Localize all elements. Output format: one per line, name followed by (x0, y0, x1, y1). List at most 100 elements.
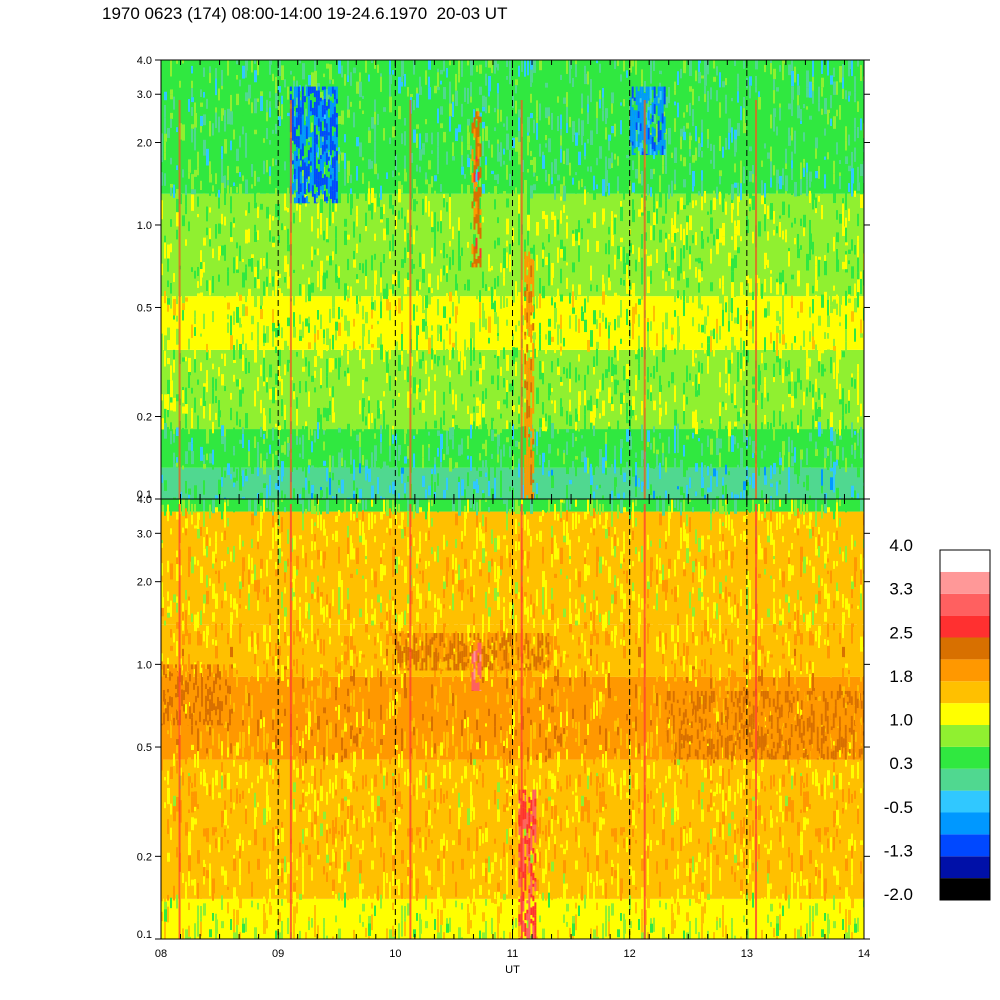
texture-streak (266, 382, 268, 393)
texture-streak (260, 117, 262, 125)
texture-streak (578, 79, 580, 90)
texture-streak (602, 195, 605, 209)
texture-streak (389, 342, 391, 360)
texture-streak (794, 217, 796, 224)
texture-streak (785, 376, 788, 384)
texture-streak (569, 315, 571, 329)
texture-streak (191, 189, 194, 195)
texture-streak (308, 323, 310, 333)
texture-streak (500, 156, 502, 167)
texture-streak (224, 122, 226, 132)
texture-streak (716, 318, 718, 334)
spectral-feature (293, 174, 296, 180)
texture-streak (683, 301, 685, 317)
texture-streak (647, 96, 649, 113)
texture-streak (296, 230, 298, 248)
texture-streak (233, 129, 235, 140)
texture-streak (500, 383, 502, 391)
texture-streak (365, 402, 367, 417)
texture-streak (785, 283, 787, 295)
texture-streak (857, 166, 859, 183)
texture-streak (590, 330, 593, 347)
texture-streak (203, 92, 205, 98)
texture-streak (479, 152, 481, 166)
texture-streak (779, 221, 781, 238)
texture-streak (851, 145, 854, 152)
texture-streak (263, 333, 266, 343)
spectral-feature (299, 149, 302, 161)
texture-streak (314, 342, 316, 353)
texture-streak (389, 84, 391, 97)
texture-streak (377, 400, 379, 409)
texture-streak (383, 346, 385, 363)
texture-streak (728, 373, 730, 390)
texture-streak (641, 347, 643, 357)
texture-streak (518, 204, 520, 214)
texture-streak (818, 165, 820, 179)
texture-streak (704, 237, 706, 248)
texture-streak (683, 131, 686, 141)
texture-streak (539, 454, 541, 466)
texture-streak (428, 447, 430, 461)
texture-streak (743, 490, 745, 499)
texture-streak (830, 118, 832, 127)
texture-streak (464, 60, 466, 69)
texture-streak (797, 95, 799, 106)
texture-streak (539, 395, 542, 403)
texture-streak (371, 343, 374, 348)
texture-streak (347, 160, 350, 176)
texture-streak (617, 420, 619, 438)
texture-streak (554, 227, 556, 237)
texture-streak (761, 352, 763, 364)
texture-streak (326, 345, 328, 352)
spectral-feature (297, 140, 300, 149)
texture-streak (632, 460, 635, 477)
texture-streak (779, 65, 781, 72)
texture-streak (230, 315, 232, 322)
texture-streak (170, 293, 172, 309)
texture-streak (614, 445, 616, 460)
texture-streak (737, 464, 739, 479)
texture-streak (308, 74, 311, 86)
texture-streak (359, 289, 361, 302)
texture-streak (296, 454, 298, 470)
texture-streak (851, 121, 854, 138)
texture-streak (740, 177, 742, 184)
texture-streak (182, 98, 185, 103)
texture-streak (377, 64, 379, 73)
texture-streak (365, 466, 368, 474)
spectral-feature (289, 86, 292, 92)
texture-streak (674, 184, 676, 191)
texture-streak (353, 341, 355, 349)
texture-streak (224, 139, 227, 154)
texture-streak (698, 130, 701, 138)
texture-streak (470, 322, 473, 339)
texture-streak (839, 383, 841, 400)
texture-streak (587, 84, 589, 96)
texture-streak (410, 244, 413, 255)
texture-streak (818, 315, 821, 326)
texture-streak (197, 266, 199, 277)
texture-streak (617, 216, 619, 227)
texture-streak (284, 210, 286, 227)
texture-streak (608, 325, 610, 339)
texture-streak (362, 210, 364, 224)
texture-streak (482, 106, 485, 112)
texture-streak (221, 425, 224, 436)
texture-streak (701, 157, 704, 171)
texture-streak (515, 100, 517, 114)
texture-streak (356, 212, 358, 216)
texture-streak (596, 319, 598, 329)
texture-streak (263, 408, 265, 416)
texture-streak (602, 304, 604, 313)
texture-streak (320, 442, 322, 454)
texture-streak (563, 185, 566, 202)
texture-streak (821, 485, 823, 494)
texture-streak (392, 434, 394, 444)
texture-streak (821, 214, 823, 220)
texture-streak (410, 356, 413, 367)
texture-streak (722, 124, 724, 141)
texture-streak (716, 151, 719, 164)
texture-streak (515, 124, 517, 133)
texture-streak (197, 223, 200, 232)
